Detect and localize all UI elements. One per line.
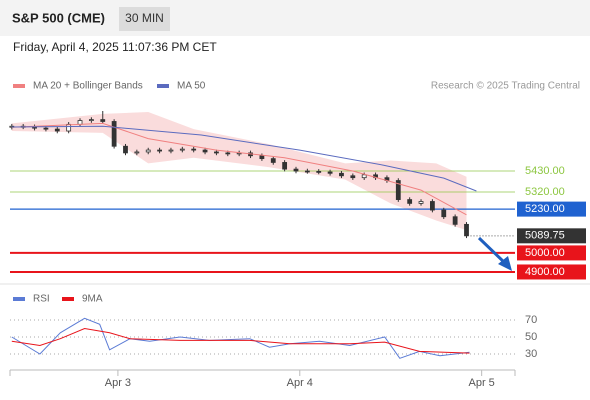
x-tick-label: Apr 5	[469, 377, 495, 389]
level-label: 5089.75	[525, 230, 565, 242]
candle-body	[316, 170, 322, 173]
candle-body	[282, 162, 288, 170]
candle-body	[145, 149, 151, 153]
candle-body	[225, 152, 231, 155]
candle-body	[418, 201, 424, 204]
candle-body	[157, 149, 162, 152]
y-tick-label: 50	[525, 331, 537, 343]
candle-body	[77, 120, 83, 125]
candle-body	[43, 127, 49, 130]
y-tick-label: 70	[525, 314, 537, 326]
candle-body	[111, 121, 117, 147]
candle-body	[168, 149, 174, 152]
level-label: 4900.00	[525, 266, 565, 278]
level-label-box	[517, 245, 586, 261]
price-panel: 5430.00 5320.00 5230.00 5089.75 5000.00 4900.…	[9, 81, 586, 280]
candle-body	[179, 148, 185, 151]
x-tick-label: Apr 3	[105, 377, 131, 389]
level-label: 5230.00	[525, 203, 565, 215]
candle-body	[100, 119, 106, 122]
candle-body	[54, 128, 60, 132]
credit: Research © 2025 Trading Central	[431, 81, 580, 92]
candle-body	[293, 168, 299, 172]
candle-body	[395, 180, 401, 200]
candle-body	[339, 172, 344, 177]
candle-body	[214, 151, 219, 154]
legend-swatch	[62, 297, 74, 301]
candle-body	[304, 170, 310, 173]
legend-swatch	[13, 84, 25, 88]
series-line	[11, 122, 467, 216]
rsi-panel: 30 50 70 Apr 3 Apr 4 Apr 5 RSI 9MA	[10, 294, 537, 389]
legend-swatch	[13, 297, 25, 301]
candle-body	[202, 149, 208, 153]
level-label-box	[517, 201, 586, 217]
candle-body	[270, 158, 276, 163]
candle-body	[259, 155, 265, 160]
candle-body	[361, 174, 367, 179]
candle-body	[88, 119, 94, 121]
candle-body	[441, 209, 447, 218]
level-label: 5320.00	[525, 186, 565, 198]
y-tick-label: 30	[525, 348, 537, 360]
bollinger-band	[11, 112, 467, 231]
level-label-box	[517, 264, 586, 280]
timestamp: Friday, April 4, 2025 11:07:36 PM CET	[13, 40, 217, 54]
x-tick-label: Apr 4	[287, 377, 313, 389]
series-line	[11, 327, 470, 354]
candle-body	[464, 223, 469, 237]
series-line	[11, 317, 470, 359]
candle-body	[350, 175, 356, 179]
legend-swatch	[157, 84, 169, 88]
level-label: 5000.00	[525, 247, 565, 259]
instrument-title: S&P 500 (CME)	[12, 10, 105, 25]
legend-label: MA 50	[177, 81, 206, 92]
legend-label: 9MA	[82, 294, 103, 305]
candle-body	[429, 201, 435, 211]
level-label: 5430.00	[525, 165, 565, 177]
forecast-arrow	[477, 236, 512, 271]
candle-body	[123, 145, 128, 154]
candle-body	[327, 171, 333, 174]
header-bar	[0, 0, 590, 36]
candle-body	[191, 148, 197, 151]
candle-body	[134, 151, 140, 154]
interval-label[interactable]: 30 MIN	[125, 11, 164, 25]
level-label-box	[517, 228, 586, 244]
legend-label: RSI	[33, 294, 50, 305]
series-line	[11, 125, 477, 192]
interval-box[interactable]	[119, 7, 170, 31]
legend-label: MA 20 + Bollinger Bands	[33, 81, 143, 92]
candle-body	[407, 199, 413, 204]
candle-body	[452, 216, 458, 225]
